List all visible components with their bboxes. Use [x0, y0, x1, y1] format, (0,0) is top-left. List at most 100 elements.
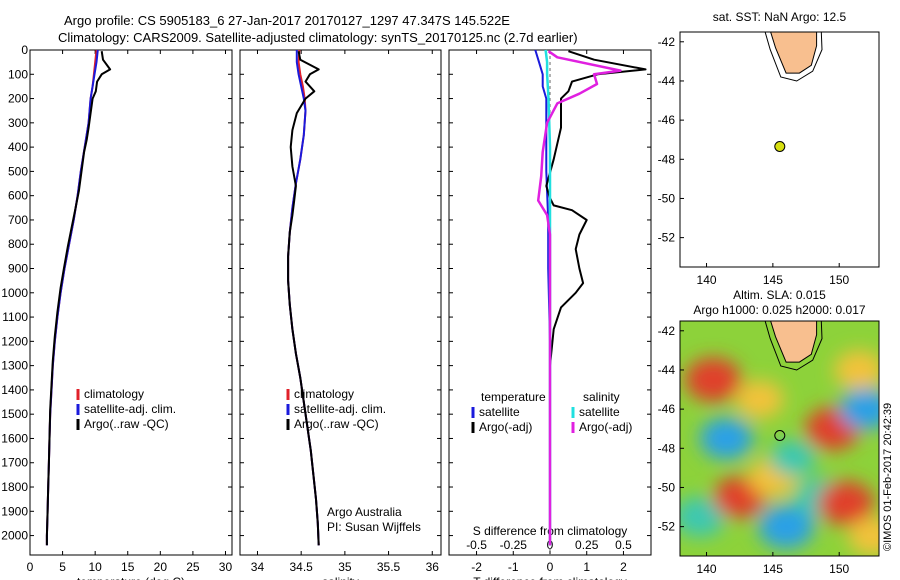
depth-tick-label: 1900: [1, 504, 28, 518]
salinity-xtick-label: 36: [426, 560, 440, 574]
salinity-plot-frame: [239, 49, 442, 556]
sst_map-float-position-marker: [774, 141, 786, 153]
sla_map-frame: [679, 320, 880, 557]
sla-anomaly-blob: [758, 504, 815, 549]
sst_map-xtick-label: 150: [829, 273, 849, 287]
salinity-panel: 34 34.5 35 35.5 36 salinity climatologysatelli…: [239, 49, 442, 580]
depth-tick-label: 100: [8, 67, 28, 81]
sla_map-panel: 140 145 150 -42 -44 -46 -48 -50 -52 Altim. SLA: 0…: [658, 288, 880, 576]
sla_map-ytick-label: -46: [658, 402, 676, 416]
differences-xtick-label: 2: [620, 560, 627, 574]
sal-diff-tick-label: -0.25: [500, 538, 528, 552]
depth-tick-label: 400: [8, 140, 28, 154]
sst_map-map-area: [764, 32, 823, 82]
sla-anomaly-blob: [685, 357, 742, 402]
differences-series-salinity-argo-adj-: [536, 50, 622, 546]
temperature-xtick-label: 20: [154, 560, 168, 574]
sst_map-ytick-label: -52: [658, 231, 676, 245]
sst_map-ytick-label: -42: [658, 35, 676, 49]
sal-diff-tick-label: 0.5: [615, 538, 632, 552]
temperature-xtick-label: 10: [88, 560, 102, 574]
sst_map-xtick-label: 140: [697, 273, 717, 287]
legend-salinity-title: salinity: [583, 390, 620, 404]
sla_map-ytick-label: -44: [658, 363, 676, 377]
title-line-2: Climatology: CARS2009. Satellite-adjuste…: [58, 30, 578, 45]
temperature-panel: 0100200300400500600700800900100011001200…: [1, 43, 233, 580]
sla_map-title-line-1: Altim. SLA: 0.015: [733, 288, 826, 302]
temperature-xtick-label: 25: [186, 560, 200, 574]
sst_map-panel: 140 145 150 -42 -44 -46 -48 -50 -52 sat. SST: NaN…: [658, 10, 880, 287]
depth-tick-label: 1400: [1, 383, 28, 397]
sst_map-ytick-label: -50: [658, 191, 676, 205]
sla_map-float-position-marker: [774, 430, 786, 442]
sla-anomaly-blob: [700, 417, 753, 460]
legend-temperature-title: temperature: [481, 390, 546, 404]
legend-label: climatology: [84, 387, 144, 401]
depth-tick-label: 2000: [1, 529, 28, 543]
sst_map-frame: [679, 31, 880, 268]
shelf-contour: [764, 321, 823, 371]
depth-tick-label: 1200: [1, 334, 28, 348]
depth-tick-label: 0: [21, 43, 28, 57]
depth-tick-label: 300: [8, 116, 28, 130]
salinity-xtick-label: 34: [251, 560, 265, 574]
differences-xtick-label: -2: [471, 560, 482, 574]
depth-tick-label: 1600: [1, 431, 28, 445]
tasmania-landmass: [770, 321, 818, 363]
temperature-xtick-label: 30: [219, 560, 233, 574]
temperature-xtick-label: 15: [121, 560, 135, 574]
sla-anomaly-blob: [817, 481, 874, 526]
imos-watermark: ©IMOS 01-Feb-2017 20:42:39: [882, 403, 894, 551]
sst_map-ytick-label: -44: [658, 74, 676, 88]
legend-label: Argo(..raw -QC): [294, 417, 379, 431]
depth-tick-label: 1000: [1, 286, 28, 300]
temperature-xtick-label: 0: [27, 560, 34, 574]
depth-tick-label: 900: [8, 262, 28, 276]
salinity-xlabel: salinity: [322, 575, 359, 580]
sla_map-title-line-2: Argo h1000: 0.025 h2000: 0.017: [693, 303, 865, 317]
legend-label: satellite: [579, 405, 620, 419]
pi-label: PI: Susan Wijffels: [327, 520, 421, 534]
sla-anomaly-blob: [834, 350, 879, 390]
sla_map-map-area: [680, 321, 879, 556]
title-line-1: Argo profile: CS 5905183_6 27-Jan-2017 2…: [64, 13, 510, 28]
depth-tick-label: 200: [8, 92, 28, 106]
salinity-xtick-label: 35.5: [377, 560, 401, 574]
sla_map-ytick-label: -42: [658, 324, 676, 338]
sla_map-xtick-label: 145: [763, 562, 783, 576]
depth-tick-label: 600: [8, 189, 28, 203]
institution-label: Argo Australia: [327, 505, 402, 519]
depth-tick-label: 1700: [1, 456, 28, 470]
differences-xtick-label: 0: [547, 560, 554, 574]
sst_map-ytick-label: -48: [658, 152, 676, 166]
legend-label: Argo(-adj): [479, 420, 532, 434]
sla_map-ytick-label: -52: [658, 520, 676, 534]
temperature-xlabel: temperature (deg C): [77, 575, 185, 580]
sla_map-ytick-label: -50: [658, 480, 676, 494]
sla-anomaly-blob: [735, 380, 784, 419]
depth-tick-label: 700: [8, 213, 28, 227]
depth-tick-label: 500: [8, 164, 28, 178]
salinity-xtick-label: 35: [338, 560, 352, 574]
shelf-contour: [764, 32, 823, 82]
legend-label: satellite-adj. clim.: [84, 402, 176, 416]
sal-diff-tick-label: -0.5: [466, 538, 487, 552]
sst_map-ytick-label: -46: [658, 113, 676, 127]
depth-tick-label: 1500: [1, 407, 28, 421]
sla_map-xtick-label: 150: [829, 562, 849, 576]
sla-anomaly-blob: [680, 496, 726, 538]
differences-series-temperature-argo-adj-: [545, 50, 647, 546]
differences-xlabel: T difference from climatology: [473, 575, 627, 580]
depth-tick-label: 800: [8, 237, 28, 251]
legend-label: satellite-adj. clim.: [294, 402, 386, 416]
sal-diff-tick-label: 0.25: [575, 538, 599, 552]
legend-label: climatology: [294, 387, 354, 401]
depth-tick-label: 1800: [1, 480, 28, 494]
differences-xtick-label: -1: [508, 560, 519, 574]
temperature-xtick-label: 5: [59, 560, 66, 574]
sla_map-xtick-label: 140: [697, 562, 717, 576]
sst_map-title: sat. SST: NaN Argo: 12.5: [713, 10, 847, 24]
salinity-xtick-label: 34.5: [289, 560, 313, 574]
